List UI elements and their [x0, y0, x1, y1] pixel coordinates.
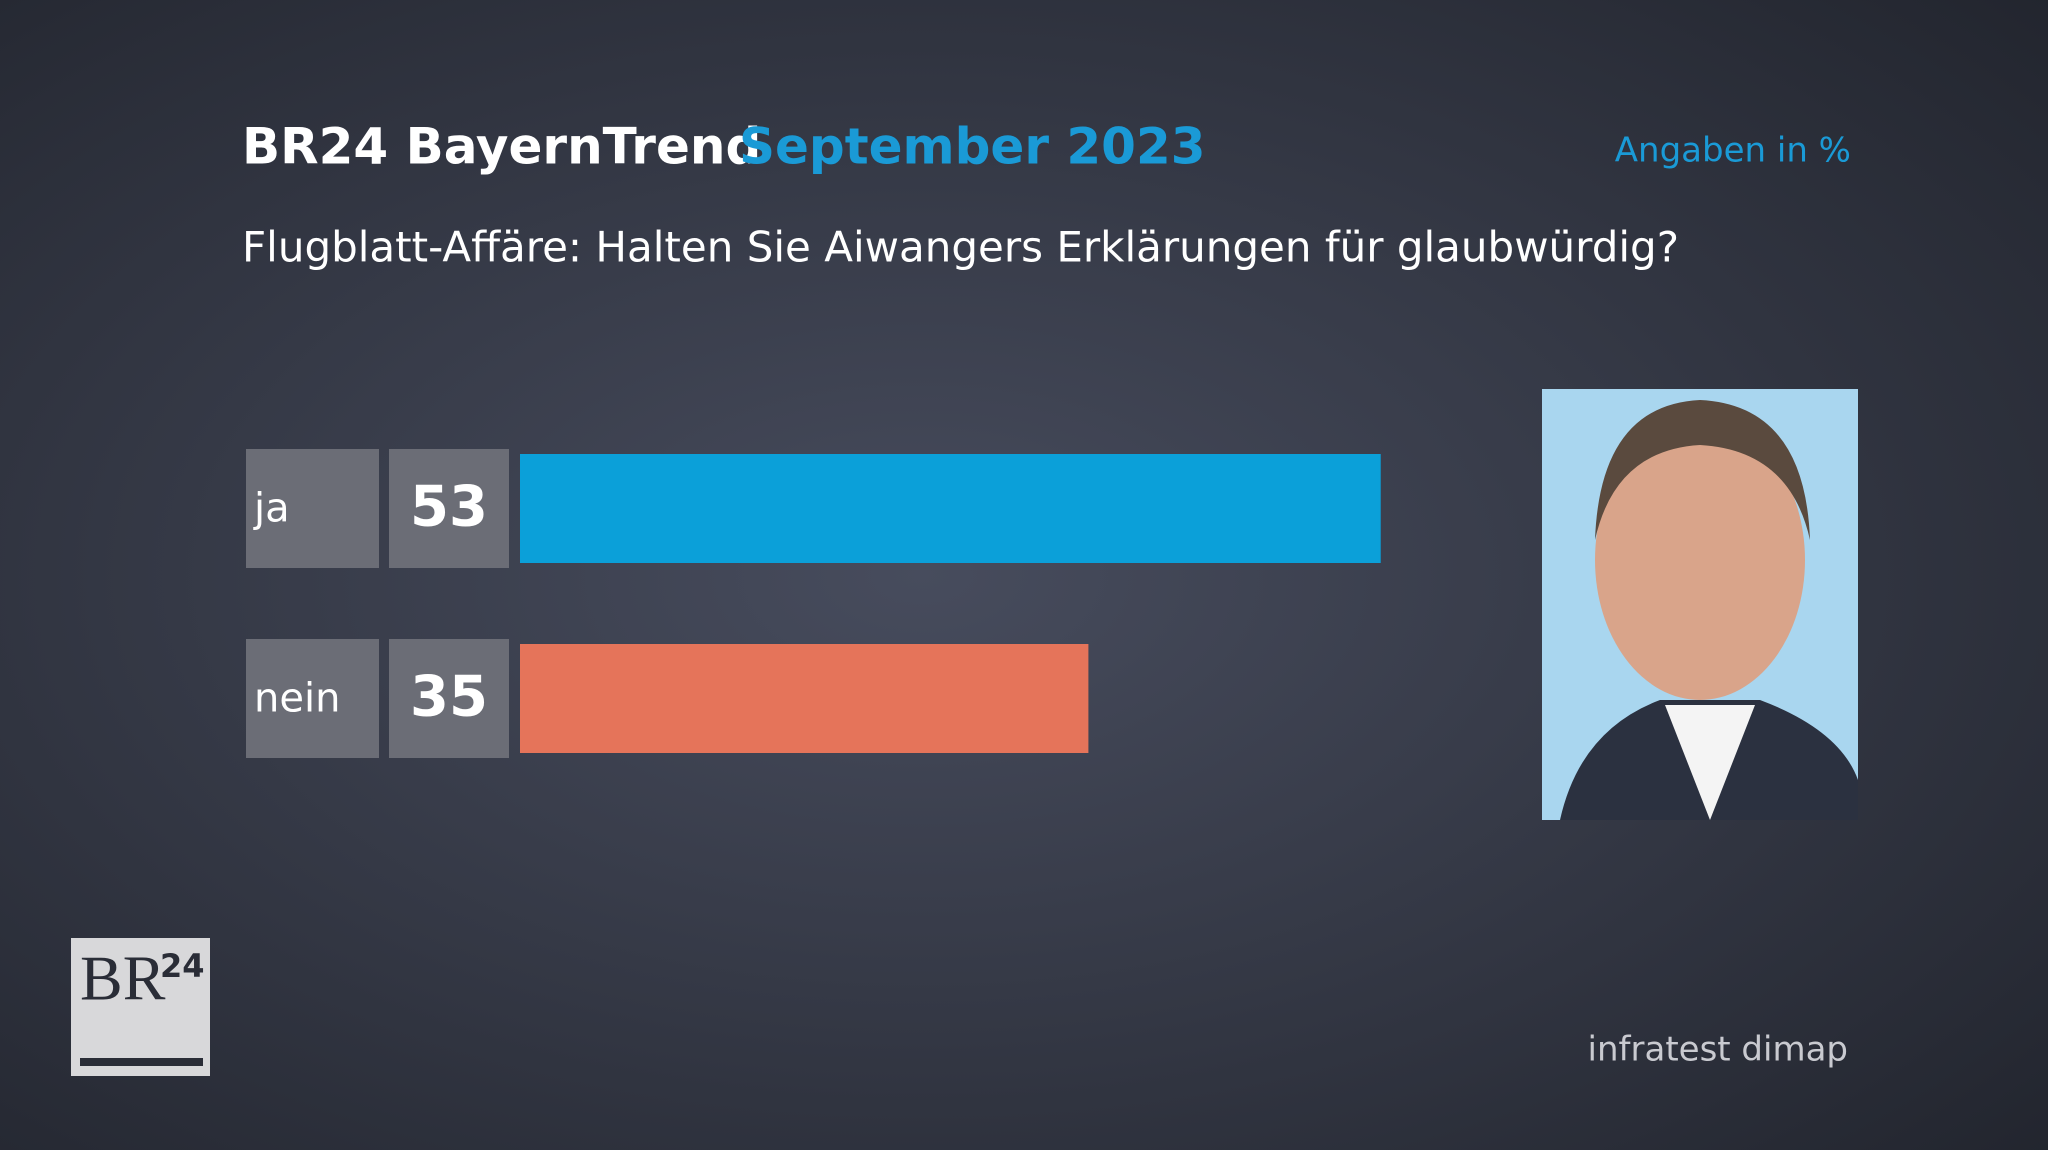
chart-subtitle: Flugblatt-Affäre: Halten Sie Aiwangers E…: [242, 223, 1679, 272]
value-label: 53: [410, 475, 488, 540]
unit-note: Angaben in %: [1615, 131, 1851, 171]
logo-text: BR: [80, 943, 166, 1014]
portrait-face: [1595, 420, 1805, 700]
value-box: [389, 639, 509, 758]
portrait-shirt: [1665, 705, 1755, 820]
bar: [520, 454, 1381, 563]
logo-box: [71, 938, 210, 1076]
logo-underline: [80, 1058, 203, 1066]
source: infratest dimap: [1588, 1030, 1848, 1070]
portrait: [1542, 389, 1858, 820]
logo: BR 24: [71, 938, 210, 1076]
title-date: September 2023: [739, 118, 1206, 176]
category-box: [246, 449, 379, 568]
category-box: [246, 639, 379, 758]
value-label: 35: [410, 665, 488, 730]
bar: [520, 644, 1089, 753]
category-label: nein: [254, 676, 340, 722]
value-box: [389, 449, 509, 568]
portrait-hair: [1595, 400, 1810, 540]
logo-superscript: 24: [160, 947, 205, 985]
chart-title: BR24 BayernTrend: [242, 118, 761, 176]
category-label: ja: [253, 486, 290, 532]
